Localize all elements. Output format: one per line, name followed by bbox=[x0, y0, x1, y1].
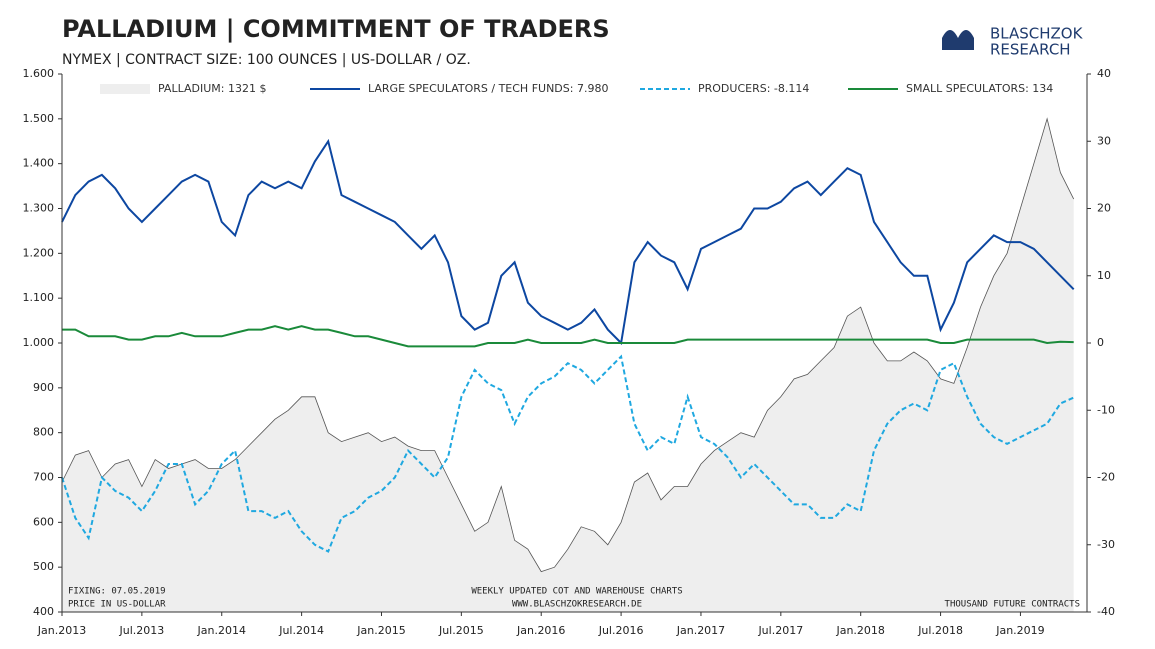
area bbox=[62, 118, 1074, 613]
y2-tick-label: 30 bbox=[1097, 134, 1111, 147]
y-tick-label: 600 bbox=[33, 515, 54, 528]
y-tick-label: 1.100 bbox=[23, 291, 55, 304]
legend-label: PRODUCERS: -8.114 bbox=[698, 82, 809, 95]
y-tick-label: 1.000 bbox=[23, 336, 55, 349]
logo-text: RESEARCH bbox=[990, 41, 1071, 59]
x-tick-label: Jan.2018 bbox=[835, 624, 884, 637]
chart-title: PALLADIUM | COMMITMENT OF TRADERS bbox=[62, 15, 610, 43]
x-tick-label: Jan.2019 bbox=[995, 624, 1044, 637]
legend-label: SMALL SPECULATORS: 134 bbox=[906, 82, 1053, 95]
x-tick-label: Jul.2013 bbox=[118, 624, 164, 637]
x-tick-label: Jul.2016 bbox=[598, 624, 644, 637]
annotation: WEEKLY UPDATED COT AND WAREHOUSE CHARTS bbox=[471, 587, 682, 597]
logo: BLASCHZOK RESEARCH bbox=[942, 25, 1084, 59]
x-tick-label: Jul.2017 bbox=[757, 624, 803, 637]
annotation: FIXING: 07.05.2019 bbox=[68, 587, 166, 597]
y-tick-label: 700 bbox=[33, 471, 54, 484]
x-tick-label: Jan.2017 bbox=[676, 624, 725, 637]
legend-label: LARGE SPECULATORS / TECH FUNDS: 7.980 bbox=[368, 82, 608, 95]
annotation: WWW.BLASCHZOKRESEARCH.DE bbox=[512, 600, 642, 610]
chart-subtitle: NYMEX | CONTRACT SIZE: 100 OUNCES | US-D… bbox=[62, 52, 471, 68]
line bbox=[62, 325, 1074, 348]
x-tick-label: Jan.2015 bbox=[356, 624, 405, 637]
y-tick-label: 1.300 bbox=[23, 202, 55, 215]
y2-tick-label: 0 bbox=[1097, 336, 1104, 349]
logo-text: BLASCHZOK bbox=[990, 25, 1084, 43]
y2-tick-label: 10 bbox=[1097, 269, 1111, 282]
y2-tick-label: -40 bbox=[1097, 605, 1115, 618]
line bbox=[61, 354, 1075, 553]
y-tick-label: 500 bbox=[33, 560, 54, 573]
x-tick-label: Jul.2015 bbox=[438, 624, 484, 637]
y2-tick-label: -10 bbox=[1097, 403, 1115, 416]
area-outline bbox=[61, 117, 1075, 573]
annotation: PRICE IN US-DOLLAR bbox=[68, 600, 166, 610]
x-tick-label: Jul.2018 bbox=[917, 624, 963, 637]
x-tick-label: Jul.2014 bbox=[278, 624, 324, 637]
y2-tick-label: -20 bbox=[1097, 471, 1115, 484]
y-tick-label: 1.500 bbox=[23, 112, 55, 125]
y-tick-label: 900 bbox=[33, 381, 54, 394]
annotation: THOUSAND FUTURE CONTRACTS bbox=[945, 600, 1080, 610]
y2-tick-label: 20 bbox=[1097, 202, 1111, 215]
x-tick-label: Jan.2014 bbox=[197, 624, 246, 637]
y2-tick-label: -30 bbox=[1097, 538, 1115, 551]
line bbox=[61, 138, 1075, 346]
x-tick-label: Jan.2013 bbox=[37, 624, 86, 637]
legend-swatch bbox=[100, 84, 150, 94]
logo-icon bbox=[942, 30, 974, 50]
y-tick-label: 1.600 bbox=[23, 67, 55, 80]
y-tick-label: 800 bbox=[33, 426, 54, 439]
y-tick-label: 400 bbox=[33, 605, 54, 618]
y-tick-label: 1.200 bbox=[23, 246, 55, 259]
y-tick-label: 1.400 bbox=[23, 157, 55, 170]
y2-tick-label: 40 bbox=[1097, 67, 1111, 80]
legend-label: PALLADIUM: 1321 $ bbox=[158, 82, 266, 95]
x-tick-label: Jan.2016 bbox=[516, 624, 565, 637]
